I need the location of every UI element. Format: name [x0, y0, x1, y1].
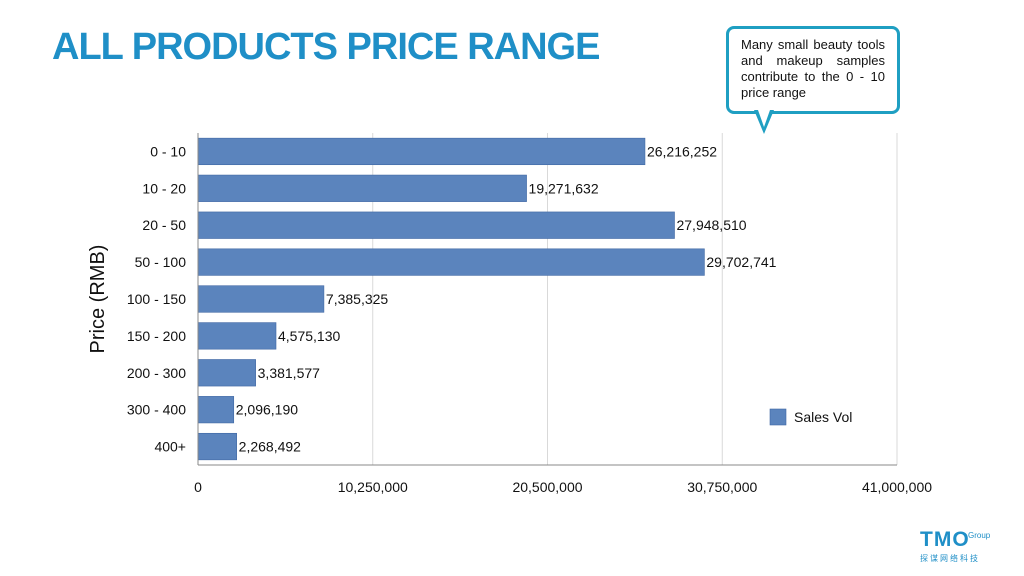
bar: [197, 248, 705, 276]
bar: [197, 285, 325, 313]
x-tick-label: 0: [194, 479, 202, 495]
bar: [197, 211, 675, 239]
category-label: 0 - 10: [150, 143, 186, 159]
callout-text: Many small beauty tools and makeup sampl…: [741, 37, 885, 100]
bar: [197, 322, 277, 350]
data-label: 26,216,252: [647, 143, 717, 159]
bar: [197, 396, 235, 424]
category-label: 150 - 200: [127, 328, 186, 344]
x-tick-labels: 0 10,250,000 20,500,000 30,750,000 41,000,00…: [194, 479, 932, 495]
tmo-group-logo: TMO Group 探谋网络科技: [912, 528, 1012, 568]
bar: [197, 359, 256, 387]
data-label: 27,948,510: [676, 217, 746, 233]
category-label: 10 - 20: [142, 180, 186, 196]
logo-wordmark: TMO: [920, 528, 970, 551]
page-title: ALL PRODUCTS PRICE RANGE: [52, 26, 600, 68]
category-label: 300 - 400: [127, 402, 186, 418]
x-tick-label: 10,250,000: [338, 479, 408, 495]
data-label: 2,268,492: [239, 439, 301, 455]
legend-label: Sales Vol: [794, 409, 852, 425]
category-label: 50 - 100: [135, 254, 187, 270]
category-label: 100 - 150: [127, 291, 186, 307]
x-tick-label: 41,000,000: [862, 479, 932, 495]
legend-swatch: [769, 408, 787, 426]
x-tick-label: 30,750,000: [687, 479, 757, 495]
data-label: 29,702,741: [706, 254, 776, 270]
bar: [197, 174, 527, 202]
data-label: 2,096,190: [236, 402, 298, 418]
data-label: 4,575,130: [278, 328, 340, 344]
logo-group-text: Group: [968, 531, 991, 540]
y-axis-label: Price (RMB): [87, 245, 109, 354]
data-label: 19,271,632: [529, 180, 599, 196]
x-tick-label: 20,500,000: [512, 479, 582, 495]
logo-chinese-text: 探谋网络科技: [920, 554, 980, 563]
data-labels: 26,216,252 19,271,632 27,948,510 29,702,741…: [236, 143, 777, 454]
category-label: 200 - 300: [127, 365, 186, 381]
category-label: 400+: [154, 439, 186, 455]
callout-tail-inner: [758, 110, 770, 127]
callout-note: Many small beauty tools and makeup sampl…: [726, 26, 900, 114]
category-label: 20 - 50: [142, 217, 186, 233]
category-labels: 0 - 10 10 - 20 20 - 50 50 - 100 100 - 150 150…: [127, 143, 186, 454]
bar: [197, 137, 646, 166]
legend: Sales Vol: [769, 408, 852, 426]
bar: [197, 432, 237, 461]
data-label: 3,381,577: [258, 365, 320, 381]
data-label: 7,385,325: [326, 291, 388, 307]
bars: [197, 137, 705, 461]
